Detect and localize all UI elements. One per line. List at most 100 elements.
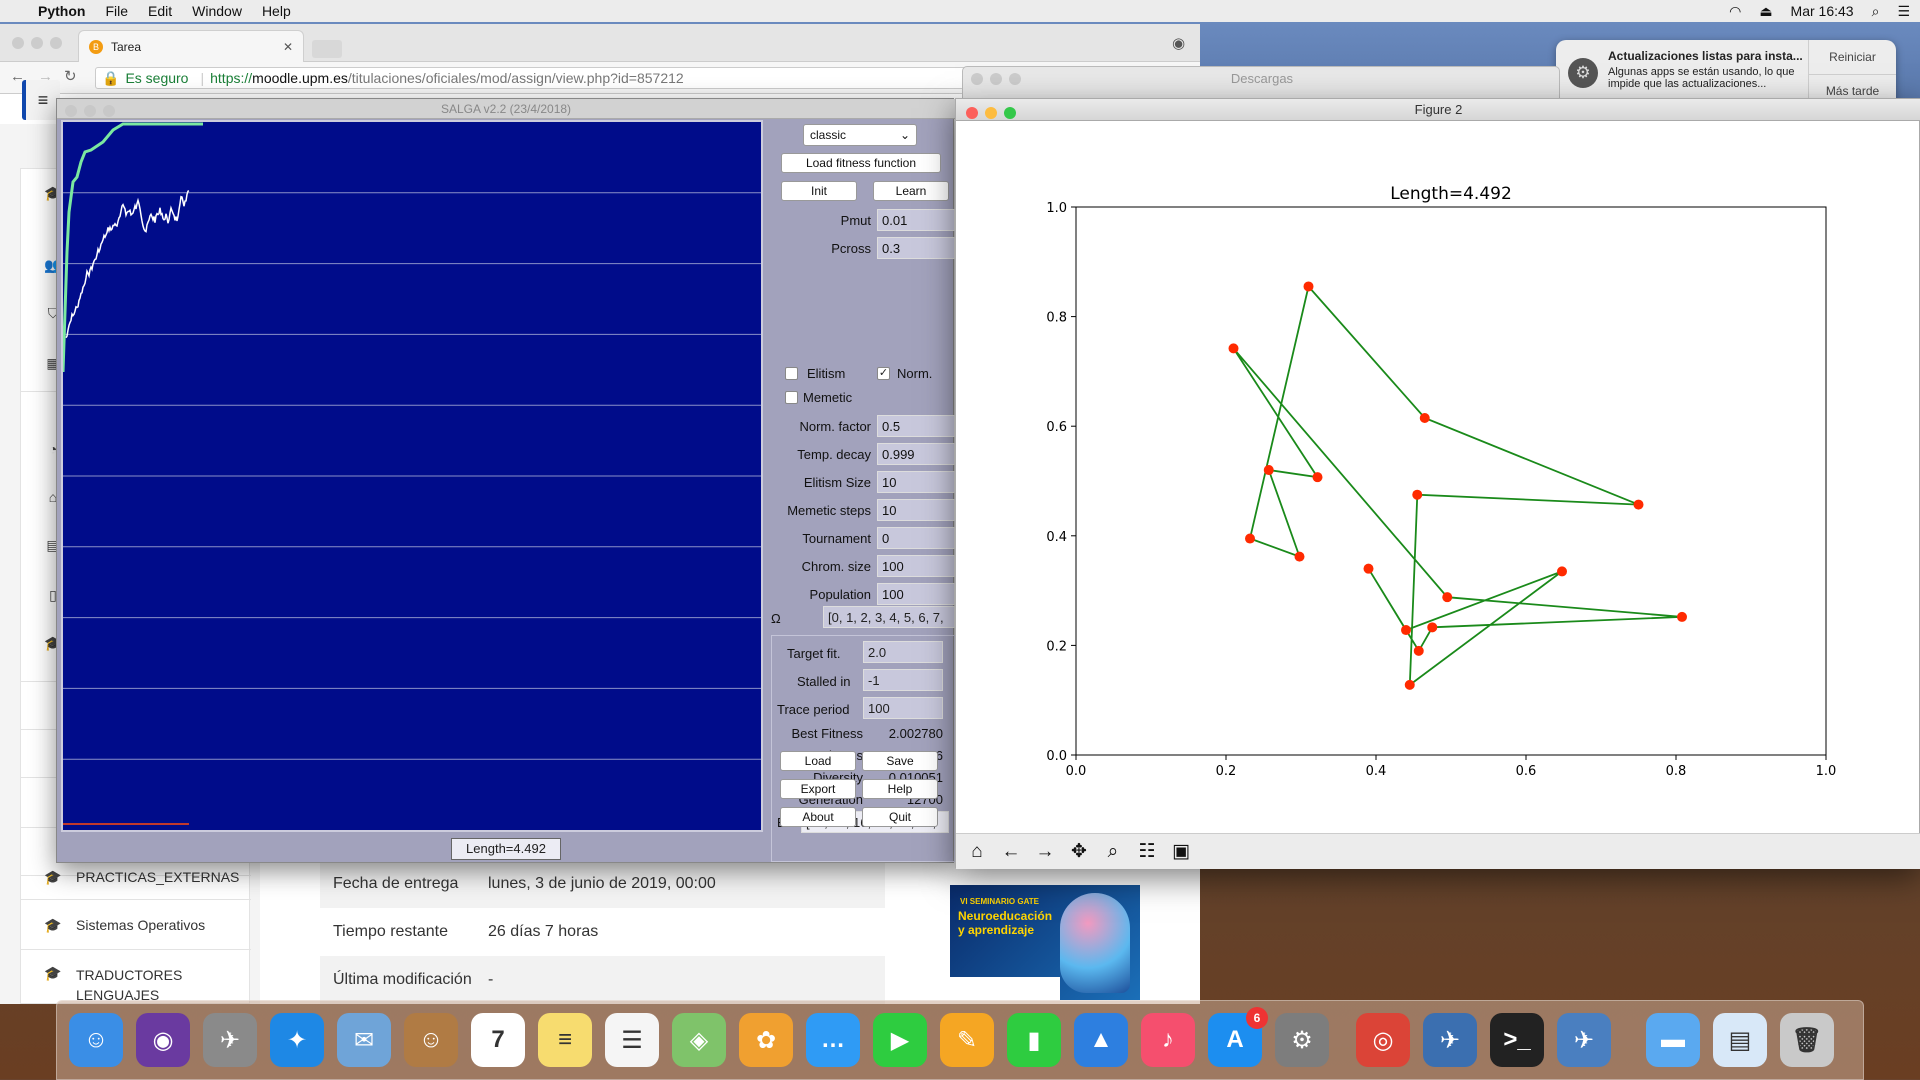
course-link[interactable]: PRACTICAS_EXTERNAS	[76, 869, 240, 885]
keynote-icon[interactable]: ▲	[1074, 1013, 1128, 1067]
system-preferences-icon[interactable]: ⚙	[1275, 1013, 1329, 1067]
reload-icon[interactable]: ↻	[64, 68, 77, 85]
menubar-clock[interactable]: Mar 16:43	[1790, 3, 1854, 19]
system-preferences-icon: ⚙	[1568, 58, 1598, 88]
music-icon[interactable]: ♪	[1141, 1013, 1195, 1067]
shield-icon[interactable]: ⛉	[47, 305, 59, 321]
about-button[interactable]: About	[780, 807, 856, 827]
trash-icon[interactable]: 🗑	[1780, 1013, 1834, 1067]
siri-icon[interactable]: ◉	[136, 1013, 190, 1067]
trace-field[interactable]: 100	[863, 697, 943, 719]
profile-icon[interactable]: ◉	[1172, 35, 1186, 52]
load-fitness-button[interactable]: Load fitness function	[781, 153, 941, 173]
save-figure-icon[interactable]: ▣	[1172, 841, 1190, 862]
close-window-icon[interactable]	[966, 107, 978, 119]
eject-icon[interactable]: ⏏	[1759, 2, 1773, 19]
help-button[interactable]: Help	[862, 779, 938, 799]
back-arrow-icon[interactable]: ←	[1001, 841, 1021, 862]
salga-titlebar[interactable]: SALGA v2.2 (23/4/2018)	[57, 99, 955, 119]
window-controls[interactable]	[12, 37, 69, 52]
param-field[interactable]: 0.999	[877, 443, 955, 465]
launchpad-icon[interactable]: ✈	[203, 1013, 257, 1067]
messages-icon[interactable]: …	[806, 1013, 860, 1067]
param-field[interactable]: 100	[877, 555, 955, 577]
new-tab-button[interactable]	[312, 40, 342, 58]
mode-select[interactable]: classic ⌄	[803, 124, 917, 146]
minimize-window-icon[interactable]	[985, 107, 997, 119]
calendar-icon[interactable]: 7	[471, 1013, 525, 1067]
course-link[interactable]: Sistemas Operativos	[76, 917, 206, 933]
course-link[interactable]: TRADUCTORES LENGUAJES	[76, 967, 183, 1003]
numbers-icon[interactable]: ▮	[1007, 1013, 1061, 1067]
load-button[interactable]: Load	[780, 751, 856, 771]
memetic-checkbox[interactable]	[785, 391, 798, 404]
hamburger-menu-icon[interactable]: ≡	[22, 80, 60, 120]
export-button[interactable]: Export	[780, 779, 856, 799]
spotlight-icon[interactable]: ⌕	[1871, 2, 1880, 19]
wifi-icon[interactable]: ◠	[1729, 2, 1742, 19]
learn-button[interactable]: Learn	[873, 181, 949, 201]
url-field[interactable]: 🔒 Es seguro | https:// moodle.upm.es /ti…	[95, 67, 1185, 89]
home-icon[interactable]: ⌂	[971, 841, 983, 862]
forward-arrow-icon[interactable]: →	[1035, 841, 1055, 862]
pages-icon[interactable]: ✎	[940, 1013, 994, 1067]
file-icon[interactable]: ▯	[49, 587, 57, 603]
chrome-icon[interactable]: ◎	[1356, 1013, 1410, 1067]
target-fit-field[interactable]: 2.0	[863, 641, 943, 663]
menu-app-name[interactable]: Python	[38, 3, 86, 19]
close-tab-icon[interactable]: ✕	[282, 39, 293, 54]
python-icon[interactable]: ✈	[1557, 1013, 1611, 1067]
omega-field[interactable]: [0, 1, 2, 3, 4, 5, 6, 7,	[823, 606, 955, 628]
stalled-field[interactable]: -1	[863, 669, 943, 691]
later-button[interactable]: Más tarde	[1825, 84, 1880, 99]
notes-icon[interactable]: ≡	[538, 1013, 592, 1067]
dashboard-icon[interactable]: ◔	[48, 441, 58, 457]
figure-titlebar[interactable]: Figure 2	[956, 99, 1920, 121]
figure-title: Figure 2	[1414, 102, 1463, 117]
param-field[interactable]: 0.3	[877, 237, 955, 259]
init-button[interactable]: Init	[781, 181, 857, 201]
param-field[interactable]: 0.5	[877, 415, 955, 437]
param-field[interactable]: 0	[877, 527, 955, 549]
param-field[interactable]: 10	[877, 499, 955, 521]
menu-edit[interactable]: Edit	[148, 3, 173, 19]
quit-button[interactable]: Quit	[862, 807, 938, 827]
elitism-checkbox[interactable]	[785, 367, 798, 380]
safari-icon[interactable]: ✦	[270, 1013, 324, 1067]
photos-icon[interactable]: ✿	[739, 1013, 793, 1067]
menu-help[interactable]: Help	[261, 3, 291, 19]
y-tick-label: 1.0	[1046, 201, 1067, 216]
restart-button[interactable]: Reiniciar	[1809, 40, 1896, 75]
browser-tab[interactable]: B Tarea ✕	[78, 30, 304, 62]
contacts-icon[interactable]: ☺	[404, 1013, 458, 1067]
update-notification[interactable]: ⚙ Actualizaciones listas para insta... A…	[1556, 40, 1896, 108]
param-row: Pmut 0.01	[767, 209, 955, 231]
zoom-window-icon[interactable]	[1004, 107, 1016, 119]
menu-file[interactable]: File	[105, 3, 129, 19]
city-point	[1245, 533, 1255, 544]
maps-icon[interactable]: ◈	[672, 1013, 726, 1067]
seminar-banner[interactable]: VI SEMINARIO GATE Neuroeducación y apren…	[950, 885, 1140, 1000]
finder-icon[interactable]: ☺	[69, 1013, 123, 1067]
python-launcher-icon[interactable]: ✈	[1423, 1013, 1477, 1067]
facetime-icon[interactable]: ▶	[873, 1013, 927, 1067]
notification-center-icon[interactable]: ☰	[1897, 2, 1910, 19]
norm-checkbox[interactable]: ✓	[877, 367, 890, 380]
param-field[interactable]: 0.01	[877, 209, 955, 231]
table-row: Fecha de entrega lunes, 3 de junio de 201…	[320, 860, 885, 908]
back-icon[interactable]: ←	[10, 68, 25, 85]
reminders-icon[interactable]: ☰	[605, 1013, 659, 1067]
home-icon[interactable]: ⌂	[48, 489, 58, 505]
downloads-folder-icon[interactable]: ▬	[1646, 1013, 1700, 1067]
pan-icon[interactable]: ✥	[1071, 841, 1087, 862]
param-field[interactable]: 100	[877, 583, 955, 605]
configure-subplots-icon[interactable]: ☷	[1138, 841, 1156, 862]
param-field[interactable]: 10	[877, 471, 955, 493]
terminal-icon[interactable]: >_	[1490, 1013, 1544, 1067]
preview-icon[interactable]: ▤	[1713, 1013, 1767, 1067]
menu-window[interactable]: Window	[192, 3, 242, 19]
save-button[interactable]: Save	[862, 751, 938, 771]
mail-icon[interactable]: ✉	[337, 1013, 391, 1067]
zoom-icon[interactable]: ⌕	[1107, 841, 1119, 862]
